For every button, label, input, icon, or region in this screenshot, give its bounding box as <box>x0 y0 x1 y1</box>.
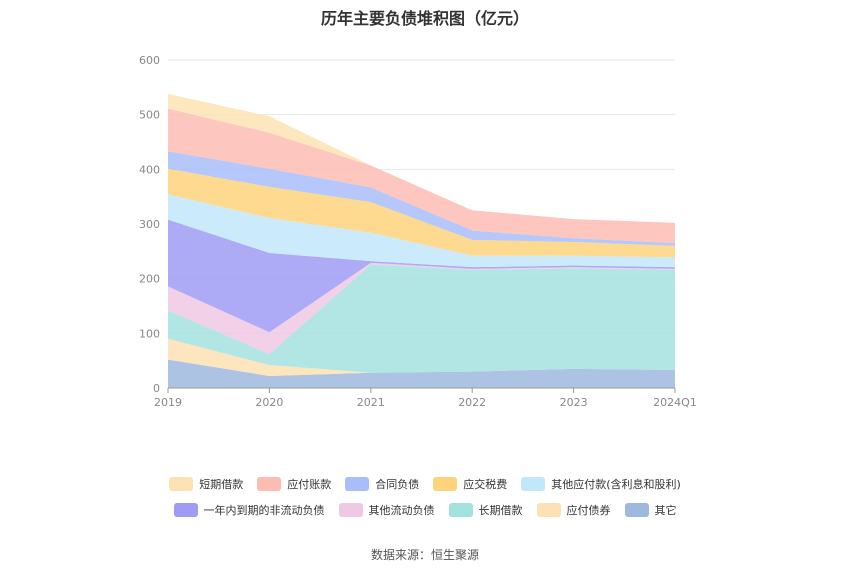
legend-swatch <box>521 477 546 491</box>
x-tick-label: 2020 <box>255 396 283 409</box>
y-tick-label: 0 <box>153 382 160 395</box>
legend-swatch <box>338 503 363 517</box>
legend-label: 一年内到期的非流动负债 <box>203 504 325 517</box>
y-tick-label: 500 <box>139 109 160 122</box>
y-tick-label: 200 <box>139 273 160 286</box>
area-series <box>168 359 675 388</box>
x-tick-label: 2023 <box>560 396 588 409</box>
x-tick-label: 2024Q1 <box>653 396 697 409</box>
legend-label: 合同负债 <box>375 478 420 491</box>
legend-label: 其它 <box>654 504 677 517</box>
x-tick-label: 2021 <box>357 396 385 409</box>
area-series <box>168 194 675 268</box>
legend-item[interactable]: 一年内到期的非流动负债 <box>173 502 325 518</box>
area-series <box>168 168 675 258</box>
legend-label: 应交税费 <box>463 478 508 491</box>
y-tick-label: 600 <box>139 54 160 67</box>
legend-swatch <box>448 503 473 517</box>
area-series <box>168 108 675 244</box>
area-series <box>168 262 675 355</box>
legend-item[interactable]: 应付账款 <box>257 476 331 492</box>
legend-item[interactable]: 合同负债 <box>345 476 419 492</box>
x-tick-label: 2022 <box>458 396 486 409</box>
y-tick-label: 400 <box>139 163 160 176</box>
legend-label: 其他应付款(含利息和股利) <box>551 478 681 491</box>
legend-item[interactable]: 应交税费 <box>433 476 507 492</box>
stacked-area-chart: 0 100 200 300 400 500 600 2019 2020 2021 2022 2023 2… <box>139 54 697 409</box>
legend-row: 短期借款 应付账款 合同负债 应交税费 其他应付款(含利息和股利) <box>0 471 850 497</box>
legend-item[interactable]: 应付债券 <box>536 502 611 518</box>
chart-title: 历年主要负债堆积图（亿元） <box>320 9 529 28</box>
legend-label: 其他流动负债 <box>368 504 435 517</box>
area-series <box>168 264 675 373</box>
legend-item[interactable]: 短期借款 <box>169 476 243 492</box>
legend-swatch <box>624 503 649 517</box>
area-series <box>168 93 675 223</box>
area-series <box>168 219 675 333</box>
legend-item[interactable]: 长期借款 <box>448 502 523 518</box>
legend-label: 应付账款 <box>287 478 332 491</box>
legend-swatch <box>345 477 370 491</box>
x-tick-label: 2019 <box>154 396 182 409</box>
chart-legend: 短期借款 应付账款 合同负债 应交税费 其他应付款(含利息和股利) 一年内到期的非流动负… <box>0 471 850 523</box>
legend-row: 一年内到期的非流动负债 其他流动负债 长期借款 应付债券 其它 <box>0 497 850 523</box>
y-tick-label: 300 <box>139 218 160 231</box>
legend-item[interactable]: 其他应付款(含利息和股利) <box>521 476 681 492</box>
legend-swatch <box>169 477 194 491</box>
legend-label: 短期借款 <box>199 478 244 491</box>
legend-swatch <box>257 477 282 491</box>
legend-swatch <box>173 503 198 517</box>
legend-label: 长期借款 <box>478 504 523 517</box>
y-tick-label: 100 <box>139 327 160 340</box>
area-series <box>168 151 675 246</box>
legend-swatch <box>536 503 561 517</box>
legend-swatch <box>433 477 458 491</box>
legend-item[interactable]: 其他流动负债 <box>338 502 435 518</box>
source-note: 数据来源：恒生聚源 <box>370 548 479 562</box>
legend-label: 应付债券 <box>566 504 611 517</box>
legend-item[interactable]: 其它 <box>624 502 677 518</box>
